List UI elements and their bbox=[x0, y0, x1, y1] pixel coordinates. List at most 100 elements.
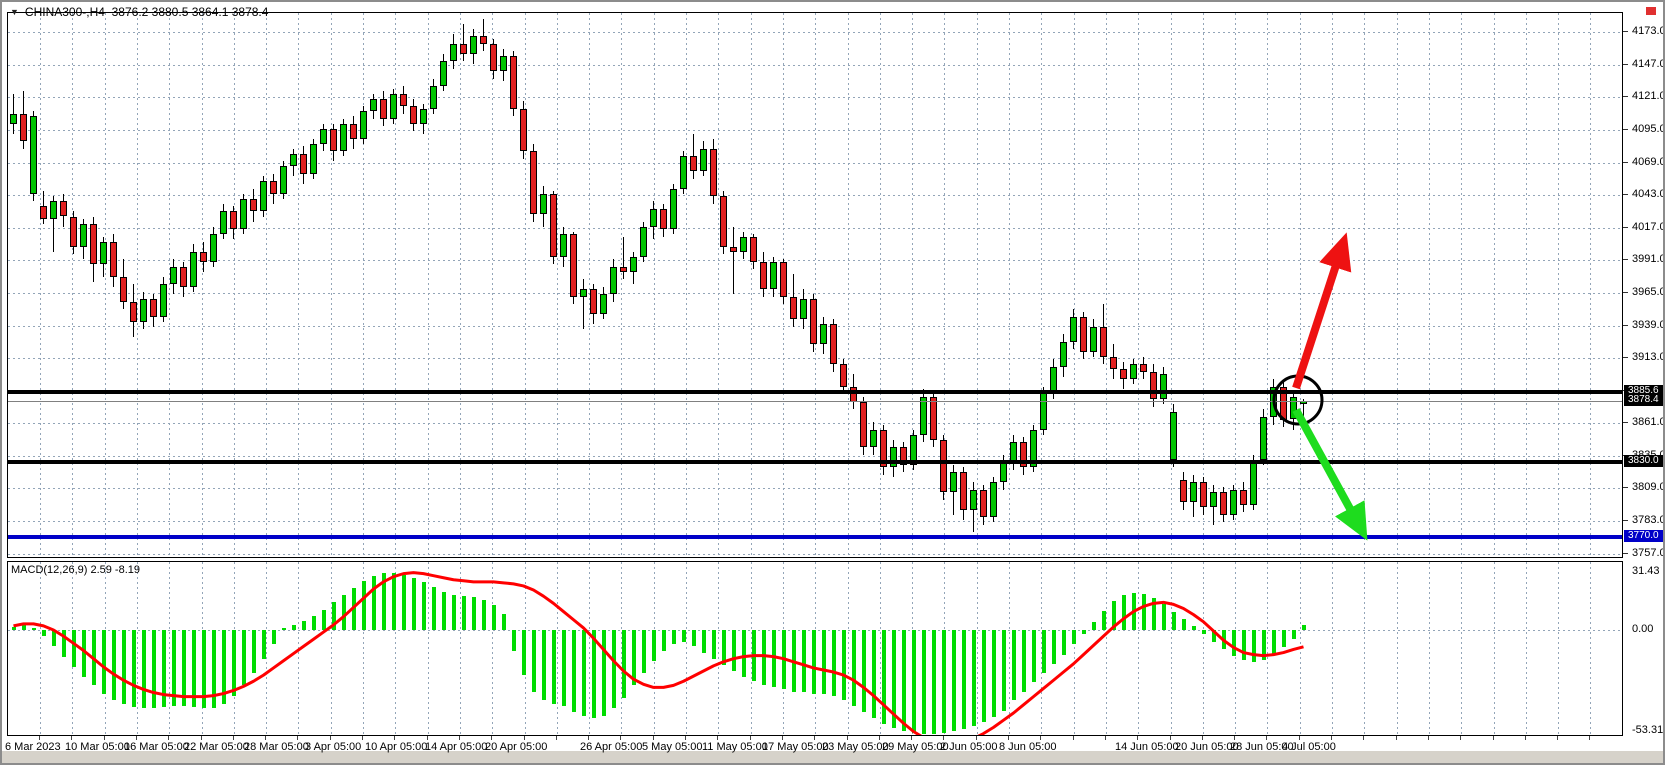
candle bbox=[780, 261, 787, 297]
vertical-gridline bbox=[1138, 13, 1140, 557]
candle bbox=[1200, 482, 1207, 508]
candle bbox=[180, 266, 187, 287]
time-tick bbox=[1363, 736, 1365, 740]
price-tick bbox=[1623, 520, 1628, 521]
time-tick bbox=[814, 736, 816, 740]
price-axis-label: 3965.0 bbox=[1632, 285, 1665, 298]
chevron-down-icon[interactable]: ▼ bbox=[10, 7, 19, 17]
macd-histogram-bar bbox=[321, 609, 326, 630]
macd-histogram-bar bbox=[221, 630, 226, 704]
vertical-gridline bbox=[1299, 13, 1301, 557]
price-tick bbox=[1623, 63, 1628, 65]
price-axis-label: 3939.0 bbox=[1632, 318, 1665, 331]
candle bbox=[730, 246, 737, 252]
vertical-gridline bbox=[815, 562, 817, 735]
time-tick bbox=[168, 736, 170, 740]
candle bbox=[440, 61, 447, 87]
time-axis-label: 16 Mar 05:00 bbox=[124, 741, 189, 753]
vertical-gridline bbox=[686, 13, 687, 557]
time-axis-label: 14 Jun 05:00 bbox=[1115, 741, 1179, 753]
macd-indicator-pane[interactable] bbox=[7, 561, 1623, 736]
time-tick bbox=[781, 736, 783, 740]
time-tick bbox=[1589, 736, 1591, 740]
vertical-gridline bbox=[298, 13, 300, 557]
time-tick bbox=[975, 736, 977, 740]
candle bbox=[680, 156, 687, 189]
macd-histogram-bar bbox=[871, 630, 876, 719]
price-badge: 3830.0 bbox=[1624, 455, 1663, 468]
candle bbox=[490, 43, 497, 72]
candle bbox=[960, 472, 967, 510]
time-tick bbox=[1137, 736, 1139, 740]
macd-histogram-bar bbox=[391, 572, 396, 630]
vertical-gridline bbox=[201, 13, 203, 557]
candle bbox=[230, 211, 237, 230]
candle bbox=[480, 36, 487, 44]
vertical-gridline bbox=[1332, 13, 1333, 557]
price-tick bbox=[1623, 129, 1628, 131]
time-axis-label: 3 Apr 05:00 bbox=[305, 741, 362, 753]
macd-histogram-bar bbox=[1001, 630, 1006, 711]
macd-histogram-bar bbox=[821, 630, 826, 694]
vertical-gridline bbox=[40, 13, 41, 557]
horizontal-gridline bbox=[8, 228, 1622, 229]
vertical-gridline bbox=[1590, 13, 1592, 557]
candle bbox=[1100, 326, 1107, 357]
time-tick bbox=[911, 736, 913, 740]
macd-histogram-bar bbox=[1211, 630, 1216, 643]
vertical-gridline bbox=[1364, 562, 1366, 735]
price-tick bbox=[1623, 161, 1628, 163]
macd-histogram-bar bbox=[501, 613, 506, 630]
horizontal-gridline bbox=[8, 456, 1622, 457]
candle bbox=[430, 86, 437, 109]
time-tick bbox=[685, 736, 686, 740]
candle bbox=[300, 153, 307, 174]
candle bbox=[260, 181, 267, 212]
time-tick bbox=[1201, 736, 1203, 740]
macd-histogram-bar bbox=[971, 630, 976, 727]
candle bbox=[670, 188, 677, 230]
macd-histogram-bar bbox=[281, 627, 286, 630]
time-tick bbox=[329, 736, 331, 740]
macd-histogram-bar bbox=[371, 575, 376, 630]
candle bbox=[1180, 479, 1187, 503]
candle bbox=[930, 396, 937, 440]
price-chart-pane[interactable] bbox=[7, 12, 1623, 558]
price-axis-label: 4017.0 bbox=[1632, 220, 1665, 233]
macd-histogram-bar bbox=[341, 595, 346, 630]
candle bbox=[770, 261, 777, 290]
vertical-gridline bbox=[104, 13, 106, 557]
candle bbox=[950, 472, 957, 493]
vertical-gridline bbox=[1009, 562, 1010, 735]
candle-wick bbox=[623, 236, 624, 280]
macd-histogram-bar bbox=[1061, 630, 1066, 655]
candle bbox=[620, 266, 627, 272]
support-line bbox=[8, 460, 1622, 465]
vertical-gridline bbox=[556, 13, 558, 557]
macd-histogram-bar bbox=[851, 630, 856, 706]
macd-histogram-bar bbox=[1301, 624, 1306, 630]
macd-histogram-bar bbox=[51, 630, 56, 647]
macd-histogram-bar bbox=[711, 630, 716, 659]
macd-axis-label: -53.31 bbox=[1632, 724, 1664, 736]
vertical-gridline bbox=[686, 562, 687, 735]
candle bbox=[210, 234, 217, 262]
candle bbox=[390, 93, 397, 119]
candle bbox=[470, 36, 477, 54]
macd-histogram-bar bbox=[1251, 630, 1256, 662]
time-tick bbox=[749, 736, 751, 740]
macd-histogram-bar bbox=[1191, 625, 1196, 630]
horizontal-gridline bbox=[8, 163, 1622, 164]
price-badge: 3878.4 bbox=[1624, 394, 1663, 407]
macd-histogram-bar bbox=[301, 620, 306, 630]
time-axis-label: 17 May 05:00 bbox=[762, 741, 829, 753]
window-bottom-strip bbox=[2, 751, 1663, 763]
macd-histogram-bar bbox=[181, 630, 186, 706]
candle bbox=[880, 429, 887, 468]
macd-histogram-bar bbox=[171, 630, 176, 706]
time-tick bbox=[1427, 736, 1429, 740]
time-tick bbox=[232, 736, 234, 740]
candle bbox=[30, 116, 37, 194]
candle bbox=[830, 324, 837, 365]
